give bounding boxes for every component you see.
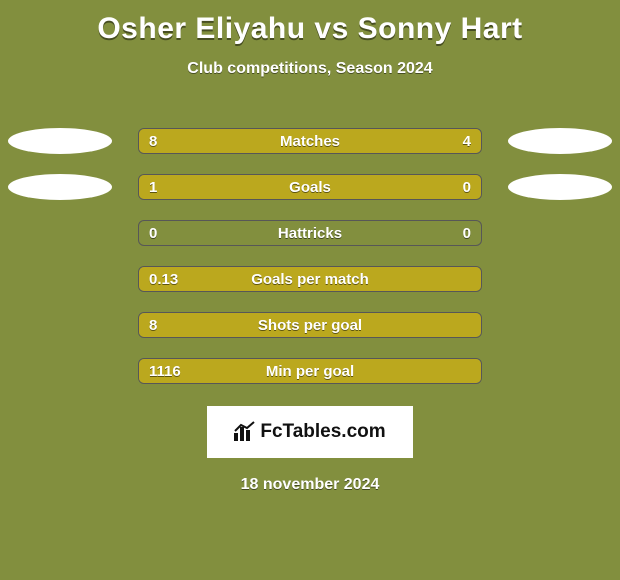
- stat-label: Matches: [139, 129, 481, 154]
- stats-container: 84Matches 10Goals 00Hattricks 0.13Goals per…: [0, 128, 620, 384]
- stat-label: Shots per goal: [139, 313, 481, 338]
- logo-text: FcTables.com: [260, 421, 385, 442]
- stat-bar: 84Matches: [138, 128, 482, 154]
- player-avatar-left: [8, 174, 112, 200]
- site-logo-badge[interactable]: FcTables.com: [207, 406, 413, 458]
- page-title: Osher Eliyahu vs Sonny Hart: [0, 12, 620, 46]
- stat-label: Min per goal: [139, 359, 481, 384]
- stat-label: Hattricks: [139, 221, 481, 246]
- stat-bar: 1116Min per goal: [138, 358, 482, 384]
- subtitle: Club competitions, Season 2024: [0, 60, 620, 78]
- player-avatar-left: [8, 128, 112, 154]
- bar-chart-icon: [234, 421, 256, 441]
- stat-row: 10Goals: [0, 174, 620, 200]
- footer-date: 18 november 2024: [0, 476, 620, 494]
- stat-label: Goals: [139, 175, 481, 200]
- stat-bar: 8Shots per goal: [138, 312, 482, 338]
- stat-bar: 10Goals: [138, 174, 482, 200]
- stat-row: 00Hattricks: [0, 220, 620, 246]
- stat-bar: 00Hattricks: [138, 220, 482, 246]
- comparison-card: Osher Eliyahu vs Sonny Hart Club competi…: [0, 0, 620, 580]
- stat-row: 1116Min per goal: [0, 358, 620, 384]
- stat-label: Goals per match: [139, 267, 481, 292]
- stat-row: 0.13Goals per match: [0, 266, 620, 292]
- stat-row: 8Shots per goal: [0, 312, 620, 338]
- stat-row: 84Matches: [0, 128, 620, 154]
- player-avatar-right: [508, 174, 612, 200]
- stat-bar: 0.13Goals per match: [138, 266, 482, 292]
- player-avatar-right: [508, 128, 612, 154]
